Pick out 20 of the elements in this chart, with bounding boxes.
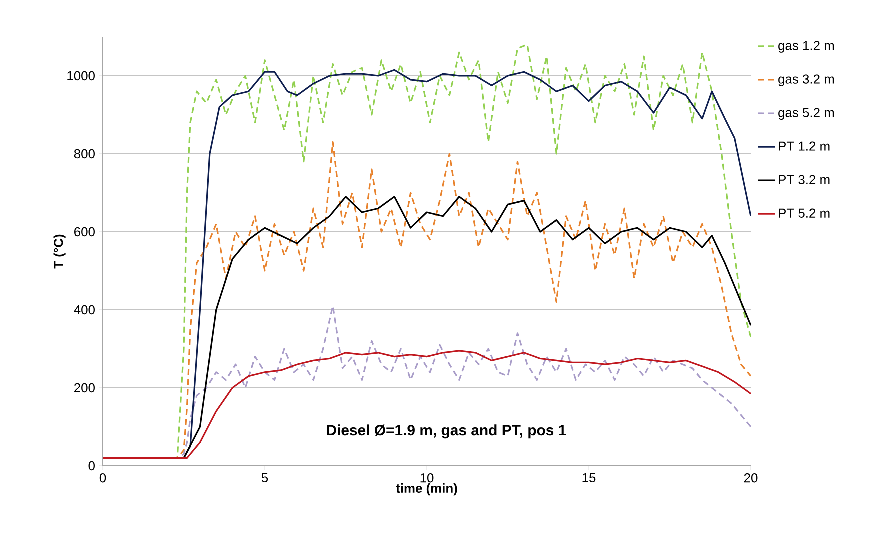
y-axis-title: T (°C) bbox=[54, 234, 66, 269]
x-tick-label: 20 bbox=[744, 474, 758, 483]
legend-label: PT 5.2 m bbox=[779, 208, 830, 218]
legend-label: gas 5.2 m bbox=[778, 108, 834, 120]
y-tick-label: 400 bbox=[74, 305, 95, 315]
legend-label: gas 1.2 m bbox=[778, 41, 834, 53]
x-axis-title: time (min) bbox=[396, 484, 458, 496]
y-tick-label: 0 bbox=[88, 461, 95, 471]
legend-label: PT 1.2 m bbox=[779, 142, 830, 151]
y-tick-label: 200 bbox=[74, 383, 95, 393]
legend-label: PT 3.2 m bbox=[779, 175, 830, 184]
y-tick-label: 600 bbox=[74, 227, 95, 237]
x-tick-label: 0 bbox=[100, 474, 106, 483]
y-tick-label: 800 bbox=[74, 149, 95, 159]
y-tick-label: 1000 bbox=[68, 71, 95, 81]
x-tick-label: 15 bbox=[582, 474, 596, 483]
x-tick-label: 10 bbox=[420, 474, 434, 483]
annotation: Diesel Ø=1.9 m, gas and PT, pos 1 bbox=[327, 424, 566, 439]
x-tick-label: 5 bbox=[262, 474, 268, 483]
legend-label: gas 3.2 m bbox=[778, 74, 834, 86]
